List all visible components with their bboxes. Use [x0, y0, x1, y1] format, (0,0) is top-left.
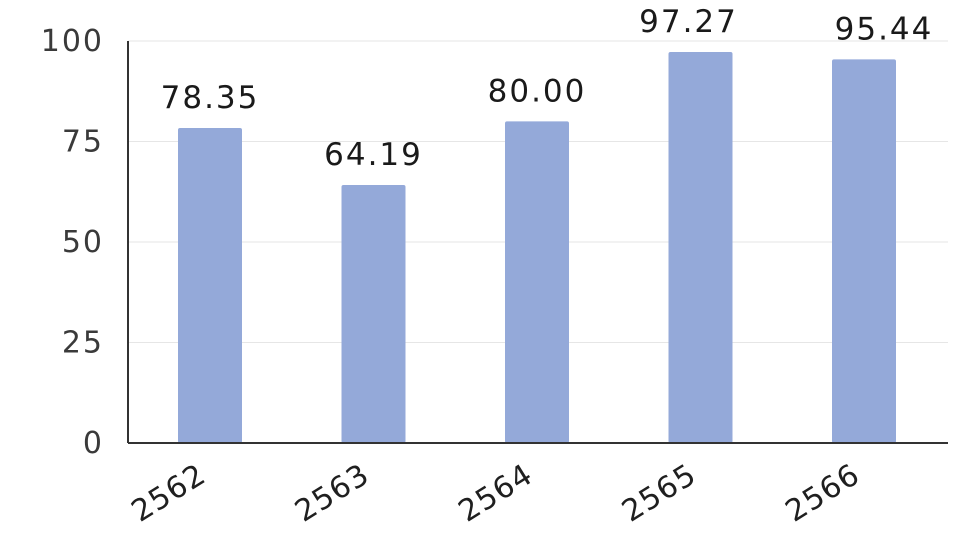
x-tick-label-2565: 2565	[616, 457, 703, 529]
x-tick-labels: 2562 2563 2564 2565 2566	[126, 457, 867, 529]
data-label-2563: 64.19	[324, 137, 423, 173]
y-tick-label-25: 25	[62, 326, 104, 361]
data-label-2564: 80.00	[488, 73, 587, 109]
x-tick-label-2563: 2563	[289, 457, 376, 529]
data-label-2562: 78.35	[161, 80, 260, 116]
bars	[178, 51, 896, 444]
bar-2562	[178, 128, 242, 443]
y-tick-label-0: 0	[83, 426, 104, 461]
bar-2564	[505, 121, 569, 444]
x-tick-label-2566: 2566	[780, 457, 867, 529]
bar-2565	[668, 51, 733, 443]
bar-2563	[341, 184, 406, 443]
y-tick-label-75: 75	[62, 125, 104, 160]
y-tick-label-100: 100	[41, 24, 104, 59]
x-tick-label-2564: 2564	[453, 457, 540, 529]
y-tick-label-50: 50	[62, 225, 104, 260]
data-label-2565: 97.27	[639, 4, 738, 40]
bar-2566	[832, 59, 896, 443]
data-labels: 78.35 64.19 80.00 97.27 95.44	[161, 4, 934, 173]
y-tick-labels: 0 25 50 75 100	[41, 24, 104, 461]
data-label-2566: 95.44	[835, 11, 934, 47]
x-tick-label-2562: 2562	[126, 457, 213, 529]
